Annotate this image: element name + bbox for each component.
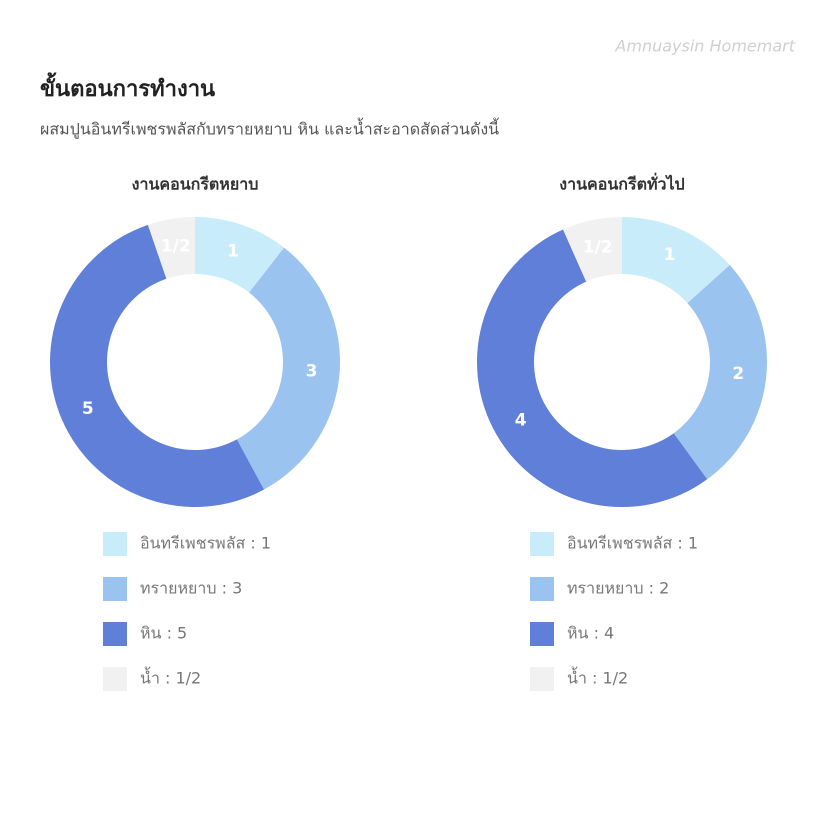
donut-segment [195, 217, 285, 293]
donut-segment [49, 224, 265, 507]
legend-swatch [103, 667, 127, 691]
legend-swatch [530, 532, 554, 556]
data-label: 4 [515, 411, 527, 431]
data-label: 5 [82, 399, 94, 419]
legend-label: น้ำ : 1/2 [140, 667, 201, 688]
legend-label: หิน : 4 [567, 624, 614, 643]
data-label: 1 [664, 245, 676, 265]
legend-swatch [103, 532, 127, 556]
legend-swatch [103, 622, 127, 646]
chart-title: งานคอนกรีตทั่วไป [559, 173, 684, 194]
donut-segment [563, 217, 622, 282]
legend-label: อินทรีเพชรพลัส : 1 [567, 534, 698, 553]
legend-label: น้ำ : 1/2 [567, 667, 628, 688]
donut-segment [673, 264, 767, 480]
legend-swatch [530, 667, 554, 691]
legend-swatch [103, 577, 127, 601]
subtitle: ผสมปูนอินทรีเพชรพลัสกับทรายหยาบ หิน และน… [40, 118, 500, 140]
legend-swatch [530, 622, 554, 646]
data-label: 1/2 [161, 237, 191, 257]
title: ขั้นตอนการทำงาน [40, 72, 215, 102]
donut-segment [476, 229, 708, 508]
donut-segment [622, 217, 730, 304]
data-label: 1 [227, 241, 239, 261]
legend-label: หิน : 5 [140, 624, 187, 643]
legend-label: อินทรีเพชรพลัส : 1 [140, 534, 271, 553]
data-label: 2 [732, 364, 744, 384]
legend-swatch [530, 577, 554, 601]
chart-title: งานคอนกรีตหยาบ [132, 175, 259, 194]
legend-label: ทรายหยาบ : 3 [140, 579, 242, 598]
donut-segment [147, 217, 195, 279]
legend-label: ทรายหยาบ : 2 [567, 579, 669, 598]
data-label: 3 [306, 362, 318, 382]
donut-segment [236, 247, 340, 490]
watermark: Amnuaysin Homemart [614, 37, 795, 56]
data-label: 1/2 [583, 238, 613, 258]
